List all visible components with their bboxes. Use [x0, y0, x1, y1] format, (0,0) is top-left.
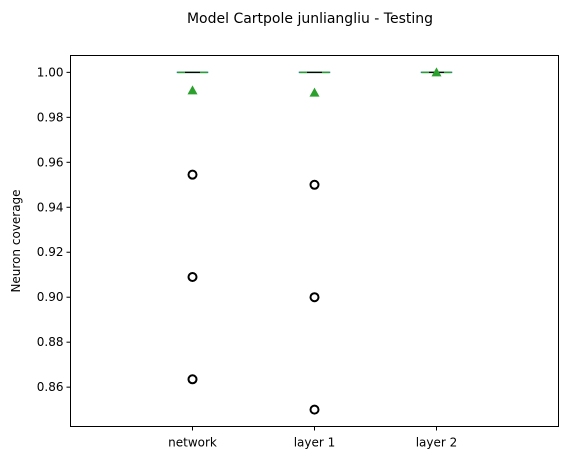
y-tick-label-7: 1.00: [37, 65, 64, 79]
mean-marker-1: [309, 87, 320, 97]
x-axis: network layer 1 layer 2: [168, 426, 458, 450]
x-tick-label-0: network: [168, 436, 217, 450]
y-tick-label-0: 0.86: [37, 380, 64, 394]
y-tick-label-1: 0.88: [37, 335, 64, 349]
outlier-0-0: [187, 169, 198, 180]
outlier-0-2: [187, 374, 198, 385]
y-axis: 0.86 0.88 0.90 0.92 0.94 0.96 0.98 1.00: [37, 65, 71, 394]
outlier-1-2: [309, 404, 320, 415]
outlier-1-0: [309, 179, 320, 190]
x-tick-label-2: layer 2: [416, 436, 458, 450]
y-tick-label-3: 0.92: [37, 245, 64, 259]
plot-area: [176, 67, 453, 415]
y-tick-label-4: 0.94: [37, 200, 64, 214]
plot-frame: [70, 55, 559, 427]
y-tick-label-5: 0.96: [37, 155, 64, 169]
outlier-1-1: [309, 292, 320, 303]
x-tick-label-1: layer 1: [294, 436, 336, 450]
y-tick-label-6: 0.98: [37, 110, 64, 124]
y-tick-label-2: 0.90: [37, 290, 64, 304]
outlier-0-1: [187, 271, 198, 282]
mean-marker-2: [431, 67, 442, 77]
chart-title: Model Cartpole junliangliu - Testing: [187, 11, 433, 27]
y-axis-label: Neuron coverage: [9, 189, 23, 292]
mean-marker-0: [187, 85, 198, 95]
